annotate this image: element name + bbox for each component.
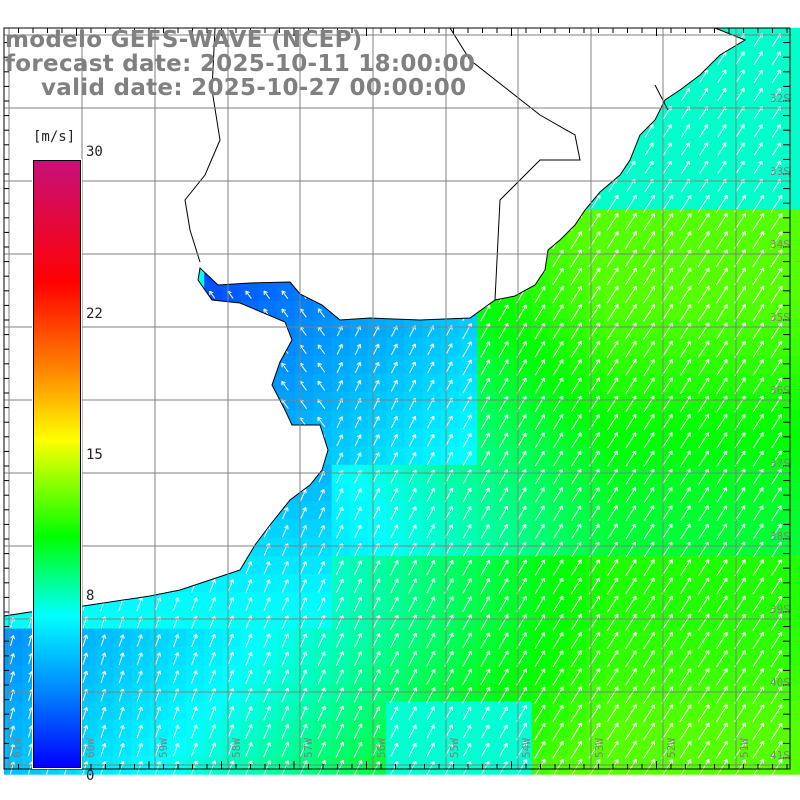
longitude-label: 54W	[520, 738, 533, 758]
colorbar-unit: [m/s]	[30, 128, 79, 146]
colorbar-tick-label: 22	[86, 305, 103, 322]
field-cell	[786, 137, 800, 156]
field-cell	[295, 337, 314, 357]
latitude-label: 34S	[770, 238, 790, 251]
field-cell	[222, 282, 242, 302]
field-cell	[786, 483, 800, 502]
longitude-label: 52W	[665, 738, 678, 758]
latitude-label: 38S	[770, 530, 790, 543]
field-cell	[4, 628, 23, 648]
longitude-label: 51W	[738, 738, 751, 758]
field-cell	[786, 210, 800, 229]
field-cell	[295, 373, 314, 393]
field-cell	[258, 282, 278, 302]
field-cell	[786, 428, 800, 448]
field-cell	[277, 301, 296, 320]
field-cell	[295, 301, 314, 320]
field-cell	[786, 355, 800, 375]
latitude-label: 40S	[770, 676, 790, 689]
field-cell	[277, 282, 296, 302]
field-cell	[295, 355, 314, 375]
forecast-date: forecast date: 2025-10-11 18:00:00	[5, 51, 476, 77]
field-cell	[786, 28, 800, 47]
field-cell	[4, 665, 23, 684]
field-cell	[786, 46, 800, 65]
model-title: modelo GEFS-WAVE (NCEP)	[5, 27, 363, 53]
latitude-label: 36S	[770, 384, 790, 397]
field-cell	[313, 410, 333, 429]
longitude-label: 59W	[157, 738, 170, 758]
field-cell	[786, 264, 800, 284]
colorbar-tick-label: 8	[86, 588, 95, 605]
field-cell	[786, 282, 800, 302]
colorbar-tick-label: 15	[86, 447, 103, 463]
field-cell	[786, 555, 800, 575]
longitude-label: 55W	[448, 738, 461, 758]
field-cell	[786, 119, 800, 138]
field-cell	[4, 683, 23, 702]
field-cell	[313, 373, 333, 393]
field-cell	[786, 337, 800, 357]
latitude-label: 41S	[770, 749, 790, 762]
field-cell	[240, 282, 260, 302]
longitude-label: 60W	[84, 738, 97, 758]
field-cell	[277, 355, 296, 375]
field-cell	[313, 319, 333, 338]
longitude-label: 58W	[230, 738, 243, 758]
field-cell	[786, 64, 800, 84]
field-cell	[295, 319, 314, 338]
longitude-label: 56W	[375, 738, 388, 758]
longitude-label: 57W	[302, 738, 315, 758]
latitude-label: 37S	[770, 457, 790, 470]
field-cell	[786, 191, 800, 211]
field-cell	[313, 355, 333, 375]
field-cell	[4, 701, 23, 721]
colorbar	[32, 159, 82, 769]
longitude-label: 53W	[593, 738, 606, 758]
latitude-label: 33S	[770, 165, 790, 178]
latitude-label: 39S	[770, 603, 790, 616]
field-cell	[786, 574, 800, 593]
latitude-label: 35S	[770, 311, 790, 324]
field-cell	[277, 373, 296, 393]
field-cell	[313, 337, 333, 357]
latitude-label: 32S	[770, 92, 790, 105]
longitude-label: 61W	[11, 738, 24, 758]
field-cell	[786, 701, 800, 721]
field-cell	[313, 392, 333, 411]
field-cell	[786, 410, 800, 429]
colorbar-tick-label: 30	[86, 144, 103, 160]
field-cell	[295, 392, 314, 411]
valid-date: valid date: 2025-10-27 00:00:00	[41, 75, 467, 101]
field-cell	[786, 628, 800, 648]
field-cell	[786, 501, 800, 520]
colorbar-tick-label: 0	[86, 768, 95, 784]
